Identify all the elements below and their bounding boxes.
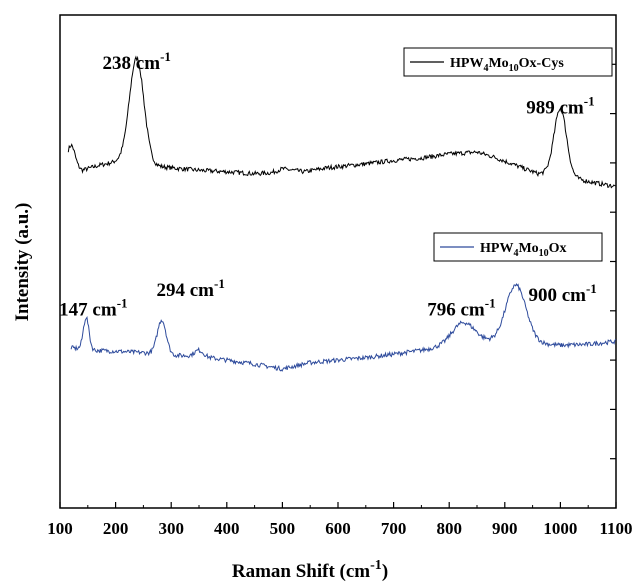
legends: HPW4Mo10Ox-Cys HPW4Mo10Ox bbox=[403, 47, 613, 262]
spectrum-line bbox=[70, 283, 617, 372]
x-tick-label: 700 bbox=[381, 519, 407, 538]
peak-label: 147 cm-1 bbox=[59, 296, 127, 321]
x-ticks: 100 200 300 400 500 600 700 800 900 1000 1100 bbox=[47, 63, 633, 538]
x-tick-label: 1100 bbox=[599, 519, 632, 538]
peak-label: 796 cm-1 bbox=[427, 296, 495, 321]
peak-annotations: 238 cm-1 989 cm-1 147 cm-1 294 cm-1 796 cm-1… bbox=[59, 49, 597, 321]
x-tick-label: 500 bbox=[270, 519, 296, 538]
x-tick-label: 600 bbox=[325, 519, 351, 538]
peak-label: 900 cm-1 bbox=[528, 281, 596, 306]
spectrum-line bbox=[67, 55, 616, 189]
peak-label: 989 cm-1 bbox=[526, 94, 594, 119]
x-tick-label: 100 bbox=[47, 519, 73, 538]
x-tick-label: 800 bbox=[436, 519, 462, 538]
y-axis-title: Intensity (a.u.) bbox=[12, 203, 33, 322]
legend-label: HPW4Mo10Ox-Cys bbox=[450, 56, 564, 74]
x-tick-label: 900 bbox=[492, 519, 518, 538]
peak-label: 294 cm-1 bbox=[156, 276, 224, 301]
spectra bbox=[67, 55, 617, 372]
peak-label: 238 cm-1 bbox=[103, 49, 171, 74]
x-tick-label: 1000 bbox=[543, 519, 577, 538]
legend-label: HPW4Mo10Ox bbox=[480, 241, 567, 259]
x-tick-label: 300 bbox=[158, 519, 184, 538]
x-axis-title: Raman Shift (cm-1) bbox=[232, 558, 388, 582]
x-tick-label: 400 bbox=[214, 519, 240, 538]
x-tick-label: 200 bbox=[103, 519, 129, 538]
